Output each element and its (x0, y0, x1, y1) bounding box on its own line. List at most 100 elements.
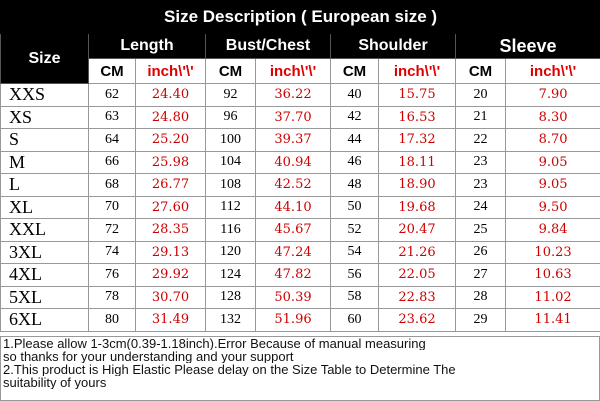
value-cell: 8.70 (504, 128, 600, 152)
size-cell: XL (0, 195, 89, 219)
value-cell: 120 (205, 240, 256, 264)
size-cell: M (0, 150, 89, 174)
value-cell: 24 (455, 195, 506, 219)
value-cell: 23.62 (378, 308, 456, 332)
table-title: Size Description ( European size ) (0, 0, 600, 34)
unit-row: CM inch\'\' CM inch\'\' CM inch\'\' CM inch\'\' (1, 58, 600, 84)
column-header: Size (0, 33, 89, 84)
size-table: Size Description ( European size ) Size Le… (0, 0, 600, 332)
value-cell: 54 (330, 240, 379, 264)
unit-header: inch\'\' (378, 58, 456, 84)
value-cell: 47.24 (255, 240, 331, 264)
value-cell: 21.26 (378, 240, 456, 264)
value-cell: 72 (88, 218, 136, 242)
value-cell: 10.63 (504, 263, 600, 287)
unit-header: inch\'\' (504, 58, 600, 84)
value-cell: 20.47 (378, 218, 456, 242)
value-cell: 22.05 (378, 263, 456, 287)
value-cell: 7.90 (504, 83, 600, 107)
value-cell: 78 (88, 285, 136, 309)
value-cell: 18.90 (378, 173, 456, 197)
size-row: 5XL 78 30.70 128 50.39 58 22.83 28 11.02 (0, 285, 600, 309)
value-cell: 29 (455, 308, 506, 332)
value-cell: 46 (330, 150, 379, 174)
size-cell: 4XL (0, 263, 89, 287)
value-cell: 28.35 (135, 218, 206, 242)
value-cell: 20 (455, 83, 506, 107)
notes: 1.Please allow 1-3cm(0.39-1.18inch).Erro… (0, 336, 600, 401)
size-row: M 66 25.98 104 40.94 46 18.11 23 9.05 (0, 150, 600, 174)
value-cell: 9.50 (504, 195, 600, 219)
value-cell: 17.32 (378, 128, 456, 152)
value-cell: 50 (330, 195, 379, 219)
size-cell: XXL (0, 218, 89, 242)
value-cell: 45.67 (255, 218, 331, 242)
value-cell: 40 (330, 83, 379, 107)
value-cell: 21 (455, 105, 506, 129)
header-row: Size Length Bust/Chest Shoulder Sleeve (0, 33, 600, 84)
value-cell: 15.75 (378, 83, 456, 107)
value-cell: 37.70 (255, 105, 331, 129)
value-cell: 25.20 (135, 128, 206, 152)
value-cell: 8.30 (504, 105, 600, 129)
value-cell: 74 (88, 240, 136, 264)
value-cell: 30.70 (135, 285, 206, 309)
value-cell: 36.22 (255, 83, 331, 107)
value-cell: 60 (330, 308, 379, 332)
value-cell: 10.23 (504, 240, 600, 264)
value-cell: 64 (88, 128, 136, 152)
size-row: 3XL 74 29.13 120 47.24 54 21.26 26 10.23 (0, 240, 600, 264)
value-cell: 9.84 (504, 218, 600, 242)
column-header: Shoulder (330, 33, 456, 59)
value-cell: 26.77 (135, 173, 206, 197)
value-cell: 124 (205, 263, 256, 287)
size-cell: XS (0, 105, 89, 129)
column-header: Bust/Chest (205, 33, 331, 59)
value-cell: 25.98 (135, 150, 206, 174)
value-cell: 28 (455, 285, 506, 309)
value-cell: 108 (205, 173, 256, 197)
value-cell: 100 (205, 128, 256, 152)
value-cell: 29.92 (135, 263, 206, 287)
value-cell: 24.80 (135, 105, 206, 129)
value-cell: 23 (455, 173, 506, 197)
value-cell: 22 (455, 128, 506, 152)
unit-header: CM (88, 58, 136, 84)
value-cell: 42.52 (255, 173, 331, 197)
value-cell: 70 (88, 195, 136, 219)
value-cell: 23 (455, 150, 506, 174)
value-cell: 48 (330, 173, 379, 197)
size-cell: S (0, 128, 89, 152)
note-line: 1.Please allow 1-3cm(0.39-1.18inch).Erro… (3, 337, 426, 350)
value-cell: 11.41 (504, 308, 600, 332)
size-row: XXL 72 28.35 116 45.67 52 20.47 25 9.84 (0, 218, 600, 242)
value-cell: 116 (205, 218, 256, 242)
value-cell: 132 (205, 308, 256, 332)
value-cell: 26 (455, 240, 506, 264)
size-cell: 5XL (0, 285, 89, 309)
value-cell: 18.11 (378, 150, 456, 174)
value-cell: 50.39 (255, 285, 331, 309)
value-cell: 68 (88, 173, 136, 197)
size-row: S 64 25.20 100 39.37 44 17.32 22 8.70 (0, 128, 600, 152)
value-cell: 40.94 (255, 150, 331, 174)
unit-header: inch\'\' (135, 58, 206, 84)
value-cell: 96 (205, 105, 256, 129)
value-cell: 24.40 (135, 83, 206, 107)
size-row: XS 63 24.80 96 37.70 42 16.53 21 8.30 (0, 105, 600, 129)
value-cell: 19.68 (378, 195, 456, 219)
value-cell: 44.10 (255, 195, 331, 219)
title-row: Size Description ( European size ) (0, 0, 600, 34)
size-row: L 68 26.77 108 42.52 48 18.90 23 9.05 (0, 173, 600, 197)
size-cell: 6XL (0, 308, 89, 332)
value-cell: 112 (205, 195, 256, 219)
value-cell: 47.82 (255, 263, 331, 287)
value-cell: 92 (205, 83, 256, 107)
value-cell: 27 (455, 263, 506, 287)
value-cell: 25 (455, 218, 506, 242)
column-header: Length (88, 33, 206, 59)
size-cell: L (0, 173, 89, 197)
value-cell: 31.49 (135, 308, 206, 332)
unit-header: CM (330, 58, 379, 84)
